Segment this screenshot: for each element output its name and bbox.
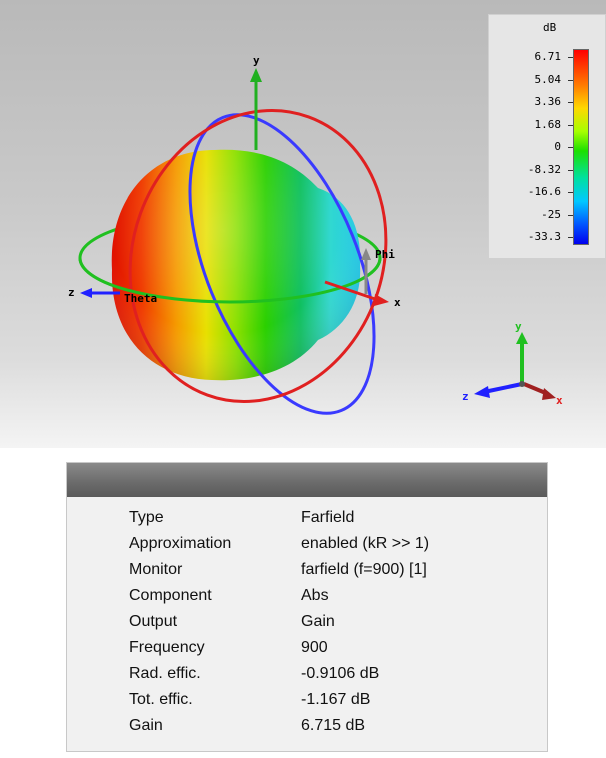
info-row: Frequency 900 <box>129 635 429 661</box>
legend-tick-mark <box>568 79 573 81</box>
info-row: Output Gain <box>129 609 429 635</box>
info-row-value: -1.167 dB <box>301 691 371 708</box>
green-ring-front <box>78 257 382 304</box>
legend-tick-mark <box>568 102 573 103</box>
info-row-value: Gain <box>301 613 335 630</box>
legend-tick-mark <box>568 57 573 58</box>
y-axis-label: y <box>253 54 260 67</box>
info-row-key: Frequency <box>129 639 205 656</box>
legend-tick-mark <box>568 214 573 216</box>
info-panel-header <box>67 463 547 497</box>
info-row-key: Gain <box>129 717 163 734</box>
info-row: Type Farfield <box>129 505 429 531</box>
info-row-key: Type <box>129 509 164 526</box>
phi-label: Phi <box>375 248 395 261</box>
triad-x-label: x <box>556 394 563 407</box>
info-row: Component Abs <box>129 583 429 609</box>
info-row: Rad. effic. -0.9106 dB <box>129 661 429 687</box>
info-row-value: Abs <box>301 587 329 604</box>
blue-ring <box>188 113 376 415</box>
info-row-key: Tot. effic. <box>129 691 193 708</box>
color-bar <box>573 49 589 245</box>
info-row: Approximation enabled (kR >> 1) <box>129 531 429 557</box>
legend-tick-mark <box>568 147 573 148</box>
legend-tick-label: 6.71 <box>534 50 562 63</box>
info-row-key: Output <box>129 613 178 630</box>
legend-unit-label: dB <box>543 21 557 34</box>
legend-tick-label: 0 <box>554 140 561 153</box>
info-row: Gain 6.715 dB <box>129 713 429 739</box>
triad-y-label: y <box>515 320 522 333</box>
info-row-key: Monitor <box>129 561 183 578</box>
3d-viewport[interactable]: y x z Theta Phi y z x dB 6.71 5.04 3.36 1.6… <box>0 0 606 448</box>
legend-tick-label: 5.04 <box>534 72 562 86</box>
info-row-value: 6.715 dB <box>301 717 366 734</box>
orientation-triad: y z x <box>462 320 563 407</box>
info-table: Type Farfield Approximation enabled (kR >> … <box>129 505 429 739</box>
legend-tick-label: -25 <box>541 207 561 221</box>
legend-tick-label: 1.68 <box>534 117 562 131</box>
info-row-key: Approximation <box>129 535 232 552</box>
info-row: Tot. effic. -1.167 dB <box>129 687 429 713</box>
theta-label: Theta <box>124 292 157 305</box>
info-row-value: enabled (kR >> 1) <box>301 535 430 552</box>
legend-tick-mark <box>568 124 573 126</box>
legend-tick-mark <box>568 192 573 193</box>
legend-tick-mark <box>568 169 573 171</box>
info-row: Monitor farfield (f=900) [1] <box>129 557 429 583</box>
z-axis-label: z <box>68 286 75 299</box>
legend-tick-label: -8.32 <box>527 162 561 176</box>
info-row-key: Rad. effic. <box>129 665 201 682</box>
farfield-3d-plot: y x z Theta Phi y z x <box>68 54 563 415</box>
color-scale-legend: dB 6.71 5.04 3.36 1.68 0 -8.32 -16.6 -25 -33.3 <box>488 14 606 259</box>
info-row-value: -0.9106 dB <box>301 665 380 682</box>
legend-tick-mark <box>568 237 573 238</box>
info-row-key: Component <box>129 587 212 604</box>
info-row-value: 900 <box>301 639 328 656</box>
legend-tick-label: 3.36 <box>534 95 562 108</box>
info-row-value: farfield (f=900) [1] <box>301 561 427 578</box>
info-panel: Type Farfield Approximation enabled (kR >> … <box>66 462 548 752</box>
info-row-value: Farfield <box>301 509 355 526</box>
legend-tick-label: -16.6 <box>527 185 561 198</box>
triad-z-label: z <box>462 390 469 403</box>
legend-tick-label: -33.3 <box>527 230 561 243</box>
x-axis-label: x <box>394 296 401 309</box>
